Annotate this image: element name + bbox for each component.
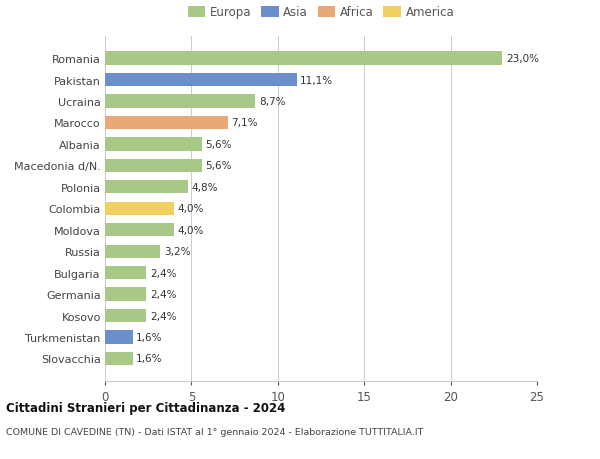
Bar: [105, 181, 188, 194]
Text: 2,4%: 2,4%: [150, 311, 176, 321]
Bar: [105, 352, 133, 365]
Text: 4,8%: 4,8%: [191, 182, 218, 192]
Text: Cittadini Stranieri per Cittadinanza - 2024: Cittadini Stranieri per Cittadinanza - 2…: [6, 401, 286, 414]
Text: 5,6%: 5,6%: [205, 161, 232, 171]
Text: 23,0%: 23,0%: [506, 54, 539, 64]
Text: 7,1%: 7,1%: [231, 118, 257, 128]
Text: 4,0%: 4,0%: [178, 204, 204, 214]
Bar: [105, 95, 256, 108]
Bar: [105, 330, 133, 344]
Text: 5,6%: 5,6%: [205, 140, 232, 150]
Text: 1,6%: 1,6%: [136, 354, 163, 364]
Bar: [105, 117, 227, 130]
Text: 8,7%: 8,7%: [259, 97, 285, 107]
Text: 11,1%: 11,1%: [300, 75, 334, 85]
Bar: [105, 224, 174, 237]
Bar: [105, 309, 146, 323]
Legend: Europa, Asia, Africa, America: Europa, Asia, Africa, America: [183, 1, 459, 24]
Bar: [105, 266, 146, 280]
Bar: [105, 52, 502, 66]
Bar: [105, 138, 202, 151]
Bar: [105, 245, 160, 258]
Bar: [105, 159, 202, 173]
Text: 2,4%: 2,4%: [150, 290, 176, 299]
Text: 2,4%: 2,4%: [150, 268, 176, 278]
Text: 4,0%: 4,0%: [178, 225, 204, 235]
Text: 3,2%: 3,2%: [164, 246, 190, 257]
Bar: [105, 74, 297, 87]
Bar: [105, 288, 146, 301]
Text: COMUNE DI CAVEDINE (TN) - Dati ISTAT al 1° gennaio 2024 - Elaborazione TUTTITALI: COMUNE DI CAVEDINE (TN) - Dati ISTAT al …: [6, 427, 424, 436]
Bar: [105, 202, 174, 215]
Text: 1,6%: 1,6%: [136, 332, 163, 342]
